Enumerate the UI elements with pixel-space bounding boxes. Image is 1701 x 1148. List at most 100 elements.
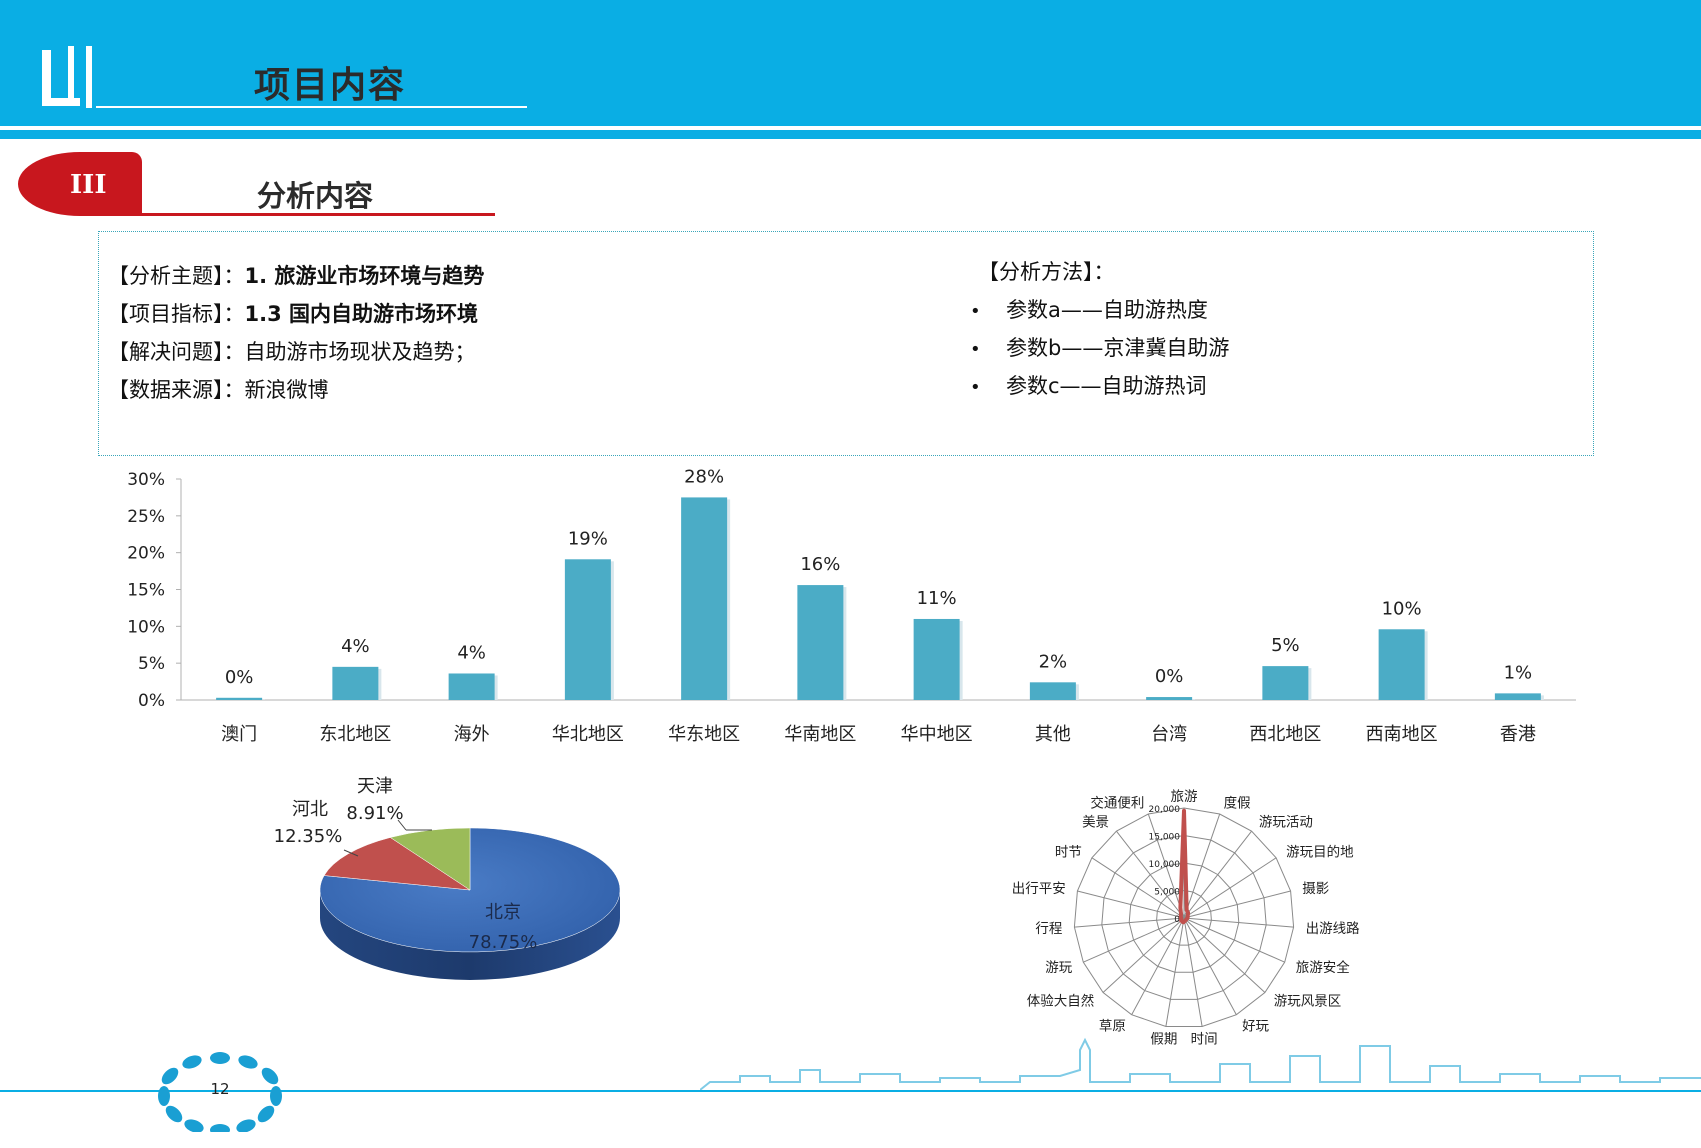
info-label: 【解决问题】： (108, 340, 245, 364)
x-tick-label: 香港 (1500, 724, 1536, 745)
bullet-icon: • (970, 301, 981, 322)
radar-axis-label: 出游线路 (1306, 921, 1361, 937)
method-item: • 参数c——自助游热词 (970, 370, 1207, 400)
radar-spoke (1165, 917, 1185, 1027)
radar-tick-label: 5,000 (1154, 888, 1180, 898)
pie-slice (323, 837, 471, 891)
bar (1029, 682, 1076, 700)
radar-axis-label: 美景 (1082, 815, 1109, 831)
radar-spoke (1102, 917, 1185, 993)
radar-axis-label: 时间 (1191, 1031, 1218, 1047)
info-value: 自助游市场现状及趋势； (244, 340, 476, 364)
info-label: 【分析主题】： (108, 264, 245, 288)
x-tick-label: 华南地区 (784, 724, 856, 745)
pie-label-beijing-value: 78.75% (469, 932, 538, 953)
info-row-problem: 【解决问题】：自助游市场现状及趋势； (108, 336, 476, 366)
radar-grid-ring (1073, 807, 1295, 1027)
pie-label-hebei-value: 12.35% (274, 826, 343, 847)
info-row-topic: 【分析主题】：1. 旅游业市场环境与趋势 (108, 260, 484, 290)
radar-axis-label: 度假 (1224, 796, 1252, 812)
bar-data-label: 19% (568, 528, 608, 549)
city-skyline-decoration (700, 1037, 1701, 1091)
radar-axis-label: 好玩 (1242, 1018, 1270, 1034)
bar-data-label: 10% (1382, 598, 1422, 619)
method-item: • 参数a——自助游热度 (970, 294, 1208, 324)
radar-grid-ring (1128, 862, 1240, 973)
bar-data-label: 11% (917, 588, 957, 609)
radar-spoke (1183, 813, 1221, 919)
bar (216, 697, 263, 700)
x-tick-label: 澳门 (221, 724, 257, 745)
bullet-icon: • (970, 377, 981, 398)
method-label: 参数a——自助游热度 (1006, 298, 1208, 322)
bar-data-label: 0% (1155, 666, 1184, 687)
info-value: 1. 旅游业市场环境与趋势 (244, 264, 485, 288)
page-title: 项目内容 (254, 65, 407, 106)
radar-tick-label: 10,000 (1149, 860, 1181, 870)
radar-series (1178, 808, 1191, 925)
bar (1494, 693, 1541, 700)
radar-spoke (1077, 890, 1185, 919)
page-number: 12 (210, 1080, 230, 1098)
radar-spoke (1091, 857, 1185, 919)
x-tick-label: 海外 (454, 724, 490, 745)
radar-grid-ring (1101, 834, 1267, 1000)
section-title: 分析内容 (257, 179, 374, 213)
radar-spoke (1183, 857, 1277, 919)
bar-data-label: 4% (341, 636, 370, 657)
bar-data-label: 0% (225, 667, 254, 688)
method-item: • 参数b——京津冀自助游 (970, 332, 1229, 362)
bar-data-label: 4% (457, 642, 486, 663)
info-value: 新浪微博 (244, 378, 329, 402)
radar-tick-label: 0 (1174, 915, 1180, 925)
bar-data-label: 28% (684, 466, 724, 487)
bar-data-label: 2% (1039, 651, 1068, 672)
radar-axis-label: 游玩风景区 (1274, 994, 1342, 1010)
x-tick-label: 华中地区 (901, 724, 973, 745)
radar-axis-label: 行程 (1035, 921, 1062, 937)
bar (681, 497, 728, 700)
section-badge-label: III (70, 170, 107, 200)
info-value: 1.3 国内自助游市场环境 (244, 302, 479, 326)
x-tick-label: 东北地区 (319, 724, 391, 745)
pie-leader-line (397, 819, 407, 831)
x-tick-label: 华东地区 (668, 724, 740, 745)
radar-spoke (1183, 917, 1285, 963)
radar-axis-label: 交通便利 (1090, 795, 1144, 812)
y-tick-label: 5% (138, 654, 165, 674)
y-tick-label: 0% (138, 691, 165, 711)
info-box (98, 231, 1594, 456)
radar-tick-label: 15,000 (1149, 833, 1181, 843)
x-tick-label: 西北地区 (1249, 724, 1321, 745)
radar-axis-label: 假期 (1150, 1031, 1177, 1047)
x-tick-label: 台湾 (1151, 724, 1187, 745)
bar (564, 559, 611, 700)
pie-side (320, 890, 620, 980)
radar-axis-label: 体验大自然 (1027, 993, 1095, 1010)
info-label: 【项目指标】： (108, 302, 245, 326)
radar-tick-label: 20,000 (1149, 805, 1181, 815)
bar-data-label: 5% (1271, 635, 1300, 656)
section-badge (18, 152, 142, 216)
x-tick-label: 其他 (1035, 724, 1071, 745)
info-row-source: 【数据来源】：新浪微博 (108, 374, 329, 404)
bar-data-label: 16% (800, 554, 840, 575)
info-row-indicator: 【项目指标】：1.3 国内自助游市场环境 (108, 298, 478, 328)
radar-axis-label: 时节 (1055, 844, 1082, 860)
bar (448, 673, 495, 700)
y-tick-label: 25% (127, 507, 165, 527)
radar-grid-ring (1156, 889, 1212, 946)
y-tick-label: 30% (127, 470, 165, 490)
bar (1378, 629, 1425, 700)
radar-axis-label: 旅游 (1171, 789, 1198, 805)
header-divider (0, 130, 1701, 139)
bar-data-label: 1% (1504, 662, 1533, 683)
footer-line (0, 1090, 1701, 1092)
radar-axis-label: 出行平安 (1012, 881, 1066, 897)
pie-leader-line (343, 849, 359, 857)
method-title: 【分析方法】： (978, 260, 1115, 284)
radar-axis-label: 游玩 (1045, 960, 1073, 976)
section-underline (142, 213, 495, 216)
province-pie-chart: 北京 78.75% 河北 12.35% 天津 8.91% (274, 776, 621, 980)
